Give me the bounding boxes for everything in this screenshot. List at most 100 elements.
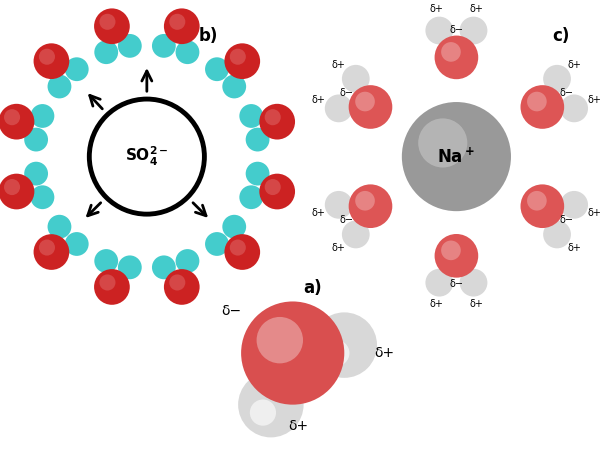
Circle shape xyxy=(94,8,130,44)
Circle shape xyxy=(402,102,511,211)
Text: δ+: δ+ xyxy=(430,4,443,14)
Circle shape xyxy=(152,34,176,58)
Circle shape xyxy=(250,399,276,425)
Circle shape xyxy=(560,95,588,122)
Circle shape xyxy=(325,95,353,122)
Circle shape xyxy=(259,174,295,209)
Text: δ−: δ− xyxy=(340,215,353,225)
Text: δ−: δ− xyxy=(340,88,353,98)
Circle shape xyxy=(164,8,200,44)
Circle shape xyxy=(24,128,48,151)
Circle shape xyxy=(176,249,199,273)
Circle shape xyxy=(418,118,467,167)
Text: δ+: δ+ xyxy=(568,61,581,70)
Circle shape xyxy=(349,85,392,129)
Circle shape xyxy=(65,57,89,81)
Circle shape xyxy=(342,220,370,248)
Circle shape xyxy=(425,269,453,296)
Circle shape xyxy=(349,185,392,228)
Circle shape xyxy=(441,240,461,260)
Circle shape xyxy=(47,75,71,98)
Circle shape xyxy=(94,269,130,305)
Circle shape xyxy=(65,232,89,256)
Circle shape xyxy=(434,234,478,278)
Circle shape xyxy=(34,43,69,79)
Circle shape xyxy=(460,269,487,296)
Circle shape xyxy=(543,65,571,93)
Circle shape xyxy=(239,185,263,209)
Circle shape xyxy=(4,179,20,195)
Text: δ+: δ+ xyxy=(332,61,346,70)
Circle shape xyxy=(94,249,118,273)
Text: δ+: δ+ xyxy=(311,95,325,105)
Circle shape xyxy=(543,220,571,248)
Circle shape xyxy=(425,17,453,44)
Circle shape xyxy=(521,185,564,228)
Circle shape xyxy=(224,234,260,270)
Text: δ+: δ+ xyxy=(332,243,346,253)
Circle shape xyxy=(434,35,478,79)
Circle shape xyxy=(31,104,55,128)
Text: δ−: δ− xyxy=(449,25,463,34)
Circle shape xyxy=(311,312,377,378)
Circle shape xyxy=(355,92,375,111)
Circle shape xyxy=(89,99,205,214)
Circle shape xyxy=(169,274,185,290)
Circle shape xyxy=(47,215,71,239)
Circle shape xyxy=(441,42,461,62)
Circle shape xyxy=(0,174,34,209)
Circle shape xyxy=(205,57,229,81)
Circle shape xyxy=(152,255,176,279)
Text: δ+: δ+ xyxy=(470,299,484,309)
Circle shape xyxy=(4,109,20,125)
Circle shape xyxy=(460,17,487,44)
Circle shape xyxy=(39,48,55,65)
Text: δ−: δ− xyxy=(221,304,241,318)
Circle shape xyxy=(31,185,55,209)
Circle shape xyxy=(521,85,564,129)
Circle shape xyxy=(239,104,263,128)
Text: δ+: δ+ xyxy=(430,299,443,309)
Circle shape xyxy=(169,14,185,30)
Circle shape xyxy=(230,48,246,65)
Text: c): c) xyxy=(552,27,569,45)
Circle shape xyxy=(245,162,269,185)
Circle shape xyxy=(527,92,547,111)
Text: δ+: δ+ xyxy=(568,243,581,253)
Text: δ+: δ+ xyxy=(587,95,600,105)
Circle shape xyxy=(230,240,246,255)
Text: b): b) xyxy=(199,27,218,45)
Circle shape xyxy=(164,269,200,305)
Text: $\mathbf{Na^+}$: $\mathbf{Na^+}$ xyxy=(437,147,475,166)
Circle shape xyxy=(94,40,118,64)
Circle shape xyxy=(241,302,344,404)
Text: δ+: δ+ xyxy=(374,346,394,360)
Circle shape xyxy=(355,191,375,211)
Text: $\mathbf{SO_4^{2-}}$: $\mathbf{SO_4^{2-}}$ xyxy=(125,145,169,168)
Text: δ+: δ+ xyxy=(470,4,484,14)
Circle shape xyxy=(342,65,370,93)
Text: δ+: δ+ xyxy=(587,208,600,218)
Circle shape xyxy=(238,372,304,438)
Circle shape xyxy=(34,234,69,270)
Circle shape xyxy=(259,104,295,139)
Circle shape xyxy=(24,162,48,185)
Circle shape xyxy=(205,232,229,256)
Circle shape xyxy=(223,75,246,98)
Circle shape xyxy=(100,274,115,290)
Circle shape xyxy=(223,215,246,239)
Circle shape xyxy=(560,191,588,219)
Circle shape xyxy=(118,34,142,58)
Text: δ+: δ+ xyxy=(311,208,325,218)
Circle shape xyxy=(245,128,269,151)
Text: δ+: δ+ xyxy=(289,419,309,433)
Circle shape xyxy=(325,191,353,219)
Circle shape xyxy=(176,40,199,64)
Circle shape xyxy=(527,191,547,211)
Text: δ−: δ− xyxy=(559,88,574,98)
Circle shape xyxy=(39,240,55,255)
Circle shape xyxy=(265,179,281,195)
Text: a): a) xyxy=(303,279,322,296)
Circle shape xyxy=(118,255,142,279)
Circle shape xyxy=(323,340,349,366)
